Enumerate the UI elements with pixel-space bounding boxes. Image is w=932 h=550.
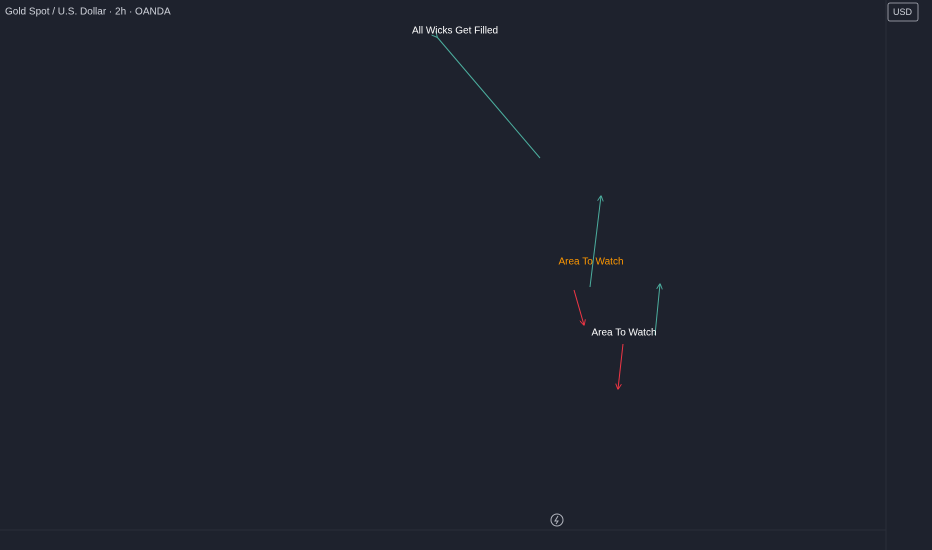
annotation-arrow (589, 196, 601, 288)
annotation: Area To Watch (558, 257, 623, 268)
annotation-arrow (437, 37, 541, 159)
annotation-arrow (618, 343, 624, 389)
annotation: All Wicks Get Filled (412, 26, 498, 37)
replay-icon[interactable] (554, 515, 559, 525)
currency-button[interactable] (887, 2, 919, 22)
annotation-arrow (654, 284, 660, 336)
annotation-arrow (573, 289, 584, 325)
chart-title: Gold Spot / U.S. Dollar · 2h · OANDA (5, 7, 171, 18)
replay-icon[interactable] (550, 513, 564, 527)
annotation: Area To Watch (591, 328, 656, 339)
currency[interactable]: USD (893, 7, 913, 17)
y-axis (886, 0, 932, 550)
